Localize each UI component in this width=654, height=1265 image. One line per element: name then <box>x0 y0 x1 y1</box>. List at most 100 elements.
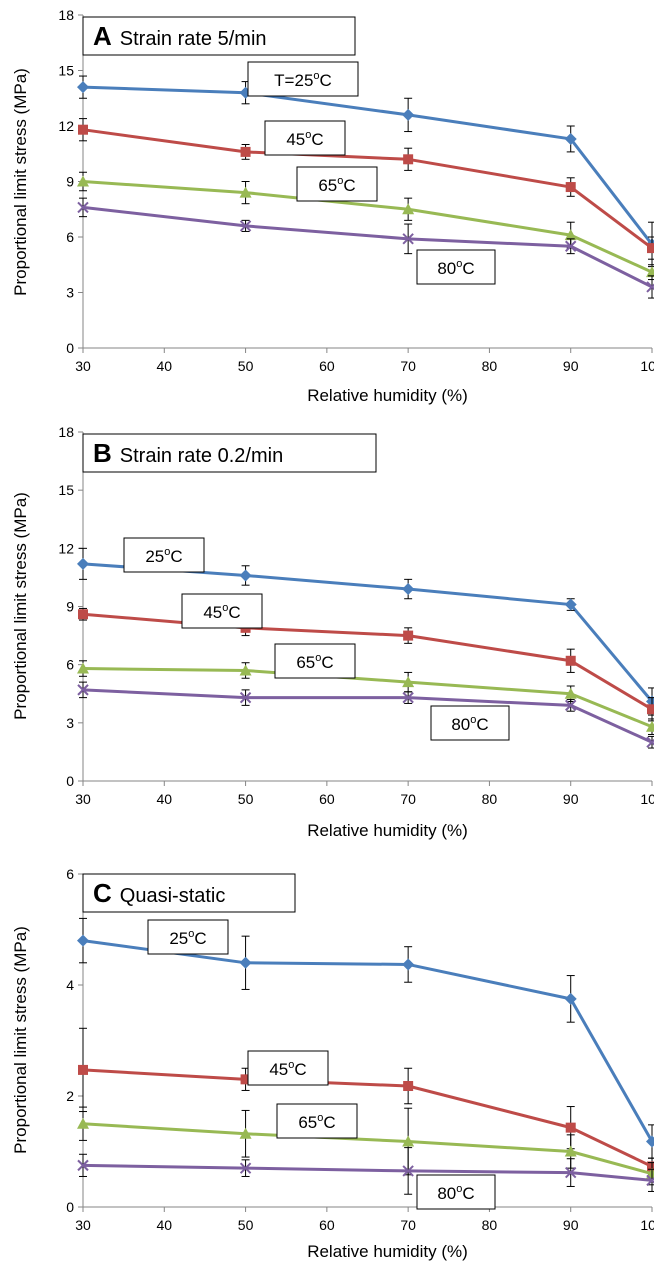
data-point <box>646 720 654 732</box>
series-label-3: 65oC <box>296 166 378 202</box>
data-point <box>402 108 415 121</box>
data-point <box>239 569 252 582</box>
data-point <box>77 1159 89 1172</box>
series-label-box <box>264 120 346 156</box>
series-label-box <box>416 1174 496 1210</box>
panel-title-box <box>82 873 296 913</box>
y-tick-label: 12 <box>58 118 74 134</box>
x-tick-label: 60 <box>319 791 335 807</box>
x-tick-label: 60 <box>319 358 335 374</box>
series-line <box>82 939 654 1143</box>
data-point <box>77 81 89 94</box>
data-point <box>239 1127 252 1139</box>
series-label-box <box>416 249 496 285</box>
series-label-text: 25oC <box>145 546 182 566</box>
series-label-1: T=25oC <box>247 61 359 97</box>
x-axis-title: Relative humidity (%) <box>307 386 468 405</box>
y-tick-label: 0 <box>66 340 74 356</box>
y-tick-label: 9 <box>66 599 74 615</box>
data-point <box>647 243 654 254</box>
x-tick-label: 30 <box>75 1217 91 1233</box>
data-point <box>402 1135 415 1147</box>
y-axis-title: Proportional limit stress (MPa) <box>11 68 30 296</box>
series-4 <box>77 1147 654 1195</box>
panel-title-box <box>82 16 356 56</box>
series-1 <box>77 917 654 1159</box>
x-tick-label: 80 <box>482 791 498 807</box>
series-label-text: 45oC <box>269 1059 306 1079</box>
x-marker-stroke <box>239 220 252 232</box>
x-tick-label: 80 <box>482 358 498 374</box>
data-point <box>564 229 577 241</box>
y-tick-label: 6 <box>66 866 74 882</box>
x-tick-label: 100 <box>640 358 654 374</box>
series-label-box <box>247 61 359 97</box>
y-tick-label: 15 <box>58 63 74 79</box>
data-point <box>239 1162 252 1174</box>
chart-panel-b: 0 3 6 9 12 15 18 30 40 50 60 70 80 90 100 Relative humi… <box>11 424 654 840</box>
y-tick-label: 6 <box>66 657 74 673</box>
data-point <box>564 598 577 611</box>
series-4 <box>77 681 654 749</box>
series-label-text: 80oC <box>451 714 488 734</box>
x-axis-title: Relative humidity (%) <box>307 821 468 840</box>
data-point <box>402 676 415 688</box>
series-label-4: 80oC <box>416 249 496 285</box>
x-tick-label: 100 <box>640 1217 654 1233</box>
data-point <box>78 124 88 135</box>
x-tick-label: 50 <box>238 1217 254 1233</box>
series-label-box <box>147 919 229 955</box>
x-tick-label: 80 <box>482 1217 498 1233</box>
data-point <box>239 664 252 676</box>
series-label-text: 65oC <box>318 175 355 195</box>
data-point <box>77 201 89 214</box>
data-point <box>565 699 577 712</box>
data-point <box>647 704 654 715</box>
y-tick-label: 18 <box>58 424 74 440</box>
series-2 <box>78 1027 654 1176</box>
x-tick-label: 60 <box>319 1217 335 1233</box>
y-tick-label: 18 <box>58 7 74 23</box>
series-label-2: 45oC <box>247 1050 329 1086</box>
x-tick-label: 40 <box>156 358 172 374</box>
data-point <box>77 557 89 570</box>
x-tick-label: 40 <box>156 1217 172 1233</box>
series-label-box <box>276 1103 358 1139</box>
x-tick-label: 30 <box>75 358 91 374</box>
panel-title-text: C Quasi-static <box>93 878 225 908</box>
chart-panel-c: 0 2 4 6 30 40 50 60 70 80 90 100 Relative humidity (… <box>11 866 654 1261</box>
x-marker-stroke <box>77 201 89 214</box>
data-point <box>239 220 252 232</box>
series-line <box>82 205 653 289</box>
series-label-text: 65oC <box>296 652 333 672</box>
data-point <box>402 691 414 704</box>
data-point <box>78 1064 88 1075</box>
data-point <box>564 687 577 699</box>
y-tick-label: 15 <box>58 482 74 498</box>
data-point <box>565 1166 577 1179</box>
data-point <box>403 630 414 641</box>
y-axis-title: Proportional limit stress (MPa) <box>11 492 30 720</box>
series-label-2: 45oC <box>181 593 263 629</box>
x-marker-stroke <box>402 233 414 245</box>
x-tick-label: 50 <box>238 358 254 374</box>
data-point <box>564 132 577 145</box>
series-label-3: 65oC <box>276 1103 358 1139</box>
panel-title: A Strain rate 5/min <box>82 16 356 56</box>
x-marker-stroke <box>646 1176 654 1187</box>
x-marker-stroke <box>402 691 414 704</box>
x-tick-label: 90 <box>563 358 579 374</box>
x-tick-label: 90 <box>563 1217 579 1233</box>
series-label-box <box>181 593 263 629</box>
data-point <box>402 203 415 215</box>
series-label-3: 65oC <box>274 643 356 679</box>
series-label-text: 80oC <box>437 1183 474 1203</box>
series-label-text: T=25oC <box>274 70 332 90</box>
data-point <box>402 958 415 971</box>
x-tick-label: 90 <box>563 791 579 807</box>
y-tick-label: 6 <box>66 229 74 245</box>
x-marker-stroke <box>646 283 654 293</box>
panel-title: C Quasi-static <box>82 873 296 913</box>
x-axis-title: Relative humidity (%) <box>307 1242 468 1261</box>
